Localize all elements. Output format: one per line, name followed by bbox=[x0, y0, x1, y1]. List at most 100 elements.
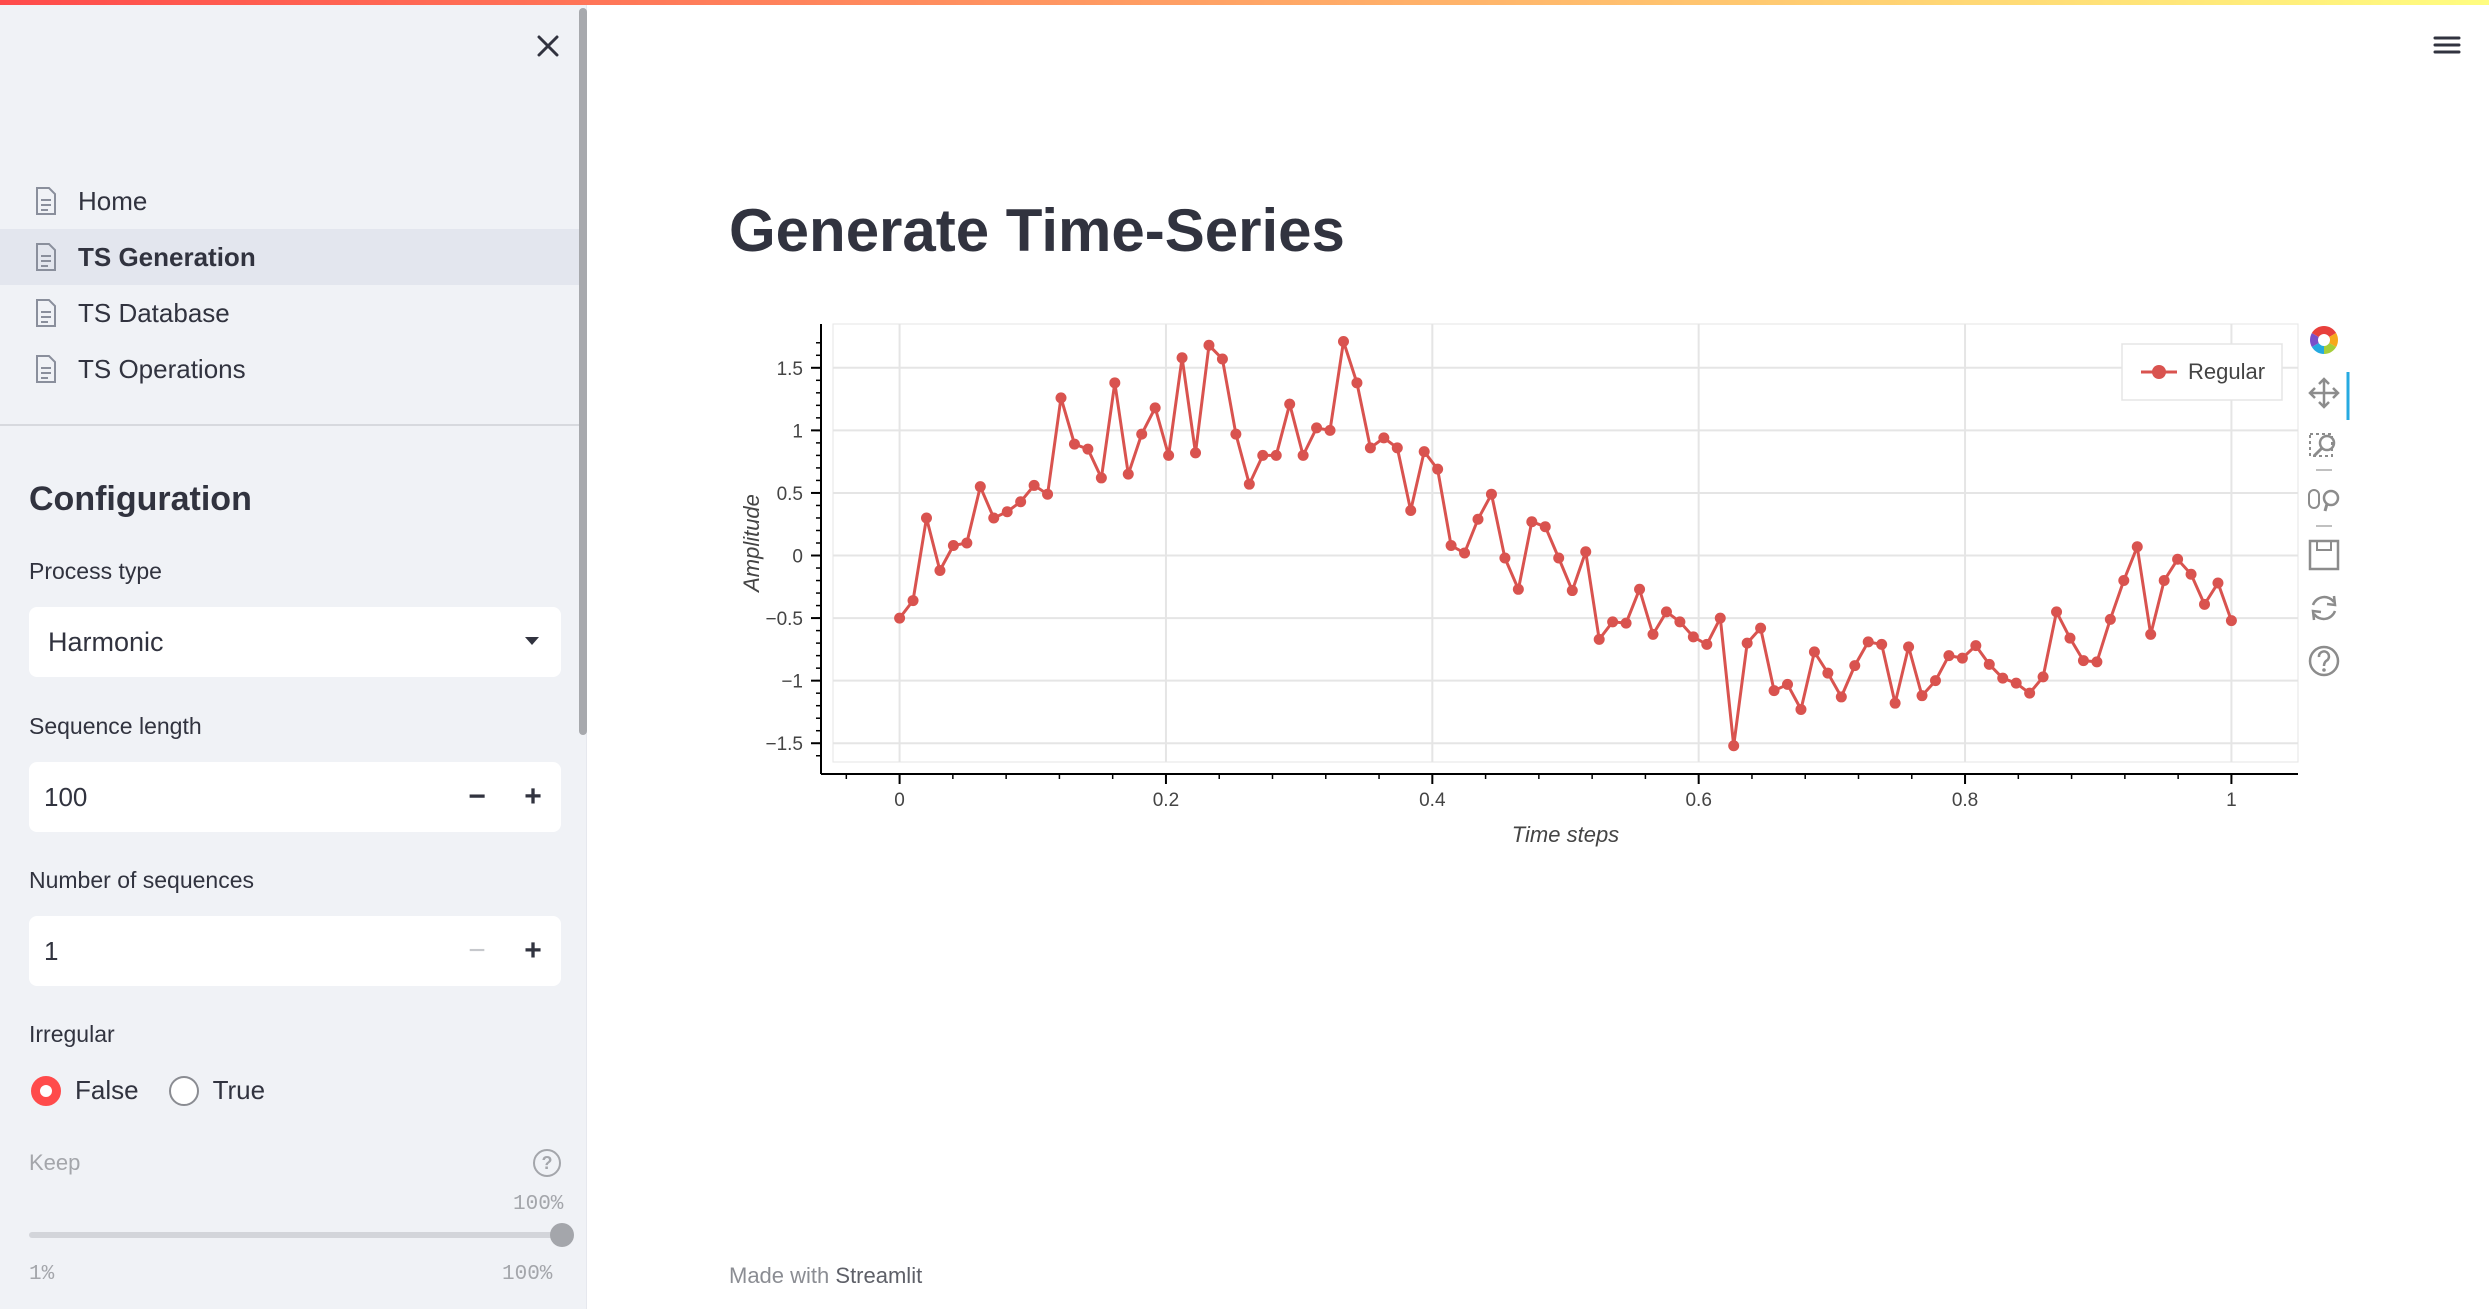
reset-arcs bbox=[2311, 595, 2337, 621]
keep-slider-track[interactable] bbox=[29, 1232, 561, 1238]
streamlit-link[interactable]: Streamlit bbox=[835, 1263, 923, 1288]
caret-down-icon bbox=[525, 637, 539, 645]
nav-label: Home bbox=[78, 185, 148, 216]
help-mark bbox=[2317, 650, 2331, 667]
help-circle bbox=[2308, 645, 2340, 677]
nav-item-ts-operations[interactable]: TS Operations bbox=[0, 341, 579, 397]
data-point bbox=[1889, 697, 1901, 709]
process-type-select[interactable]: Harmonic bbox=[29, 607, 561, 677]
bokeh-logo-icon[interactable] bbox=[2306, 323, 2342, 358]
data-point bbox=[2158, 575, 2170, 587]
data-point bbox=[920, 512, 932, 524]
document-icon bbox=[32, 241, 60, 273]
document-icon bbox=[32, 353, 60, 385]
reset-icon[interactable] bbox=[2311, 595, 2337, 621]
increment-button[interactable]: + bbox=[524, 780, 542, 813]
sidebar-scrollbar[interactable] bbox=[579, 8, 587, 735]
sequence-length-value[interactable]: 100 bbox=[44, 782, 88, 812]
num-sequences-value[interactable]: 1 bbox=[44, 936, 59, 966]
data-point bbox=[2077, 655, 2089, 667]
save-icon[interactable] bbox=[2308, 539, 2340, 571]
help-icon[interactable]: ? bbox=[533, 1149, 561, 1177]
data-point bbox=[1190, 447, 1202, 459]
sidebar: Home TS Generation TS Database TS Operat… bbox=[0, 0, 587, 1309]
data-point bbox=[1593, 633, 1605, 645]
chart-help-icon[interactable] bbox=[2308, 645, 2340, 677]
data-point bbox=[894, 612, 906, 624]
y-tick-label: 1 bbox=[792, 421, 803, 442]
data-point bbox=[2104, 613, 2116, 625]
decrement-button[interactable]: − bbox=[468, 934, 486, 967]
nav-label: TS Database bbox=[78, 297, 230, 328]
data-point bbox=[1580, 546, 1592, 558]
decrement-button[interactable]: − bbox=[468, 780, 486, 813]
box-zoom-lens bbox=[2318, 434, 2336, 452]
data-point bbox=[1378, 432, 1390, 444]
data-point bbox=[2212, 577, 2224, 589]
data-point bbox=[1109, 377, 1121, 389]
data-point bbox=[1459, 547, 1471, 559]
wheel-handle bbox=[2323, 503, 2329, 512]
keep-current-value: 100% bbox=[513, 1193, 564, 1216]
data-point bbox=[1714, 612, 1726, 624]
radio-label: False bbox=[75, 1075, 139, 1105]
data-point bbox=[974, 481, 986, 493]
data-point bbox=[1243, 478, 1255, 490]
radio-false[interactable]: False bbox=[31, 1075, 139, 1106]
data-point bbox=[1822, 667, 1834, 679]
increment-button[interactable]: + bbox=[524, 934, 542, 967]
time-series-chart[interactable]: 0 0.2 0.4 0.6 0.8 1 1.5 1 0.5 0 −0.5 −1 −1.5 Time ste… bbox=[720, 310, 2360, 870]
data-point bbox=[2145, 628, 2157, 640]
radio-true[interactable]: True bbox=[168, 1075, 265, 1106]
data-point bbox=[961, 537, 973, 549]
data-point bbox=[1553, 552, 1565, 564]
data-point bbox=[1970, 640, 1982, 652]
box-zoom-box bbox=[2309, 433, 2333, 457]
box-zoom-icon[interactable] bbox=[2309, 433, 2336, 471]
keep-slider-thumb[interactable] bbox=[550, 1223, 574, 1247]
nav-label: TS Operations bbox=[78, 353, 246, 384]
main-menu-button[interactable] bbox=[2432, 30, 2462, 60]
logo-segment bbox=[2324, 333, 2338, 347]
data-point bbox=[1741, 637, 1753, 649]
data-point bbox=[1808, 646, 1820, 658]
x-tick-label: 0.2 bbox=[1153, 790, 1179, 811]
y-axis-label: Amplitude bbox=[739, 494, 764, 594]
x-axis-label: Time steps bbox=[1512, 822, 1619, 847]
sequence-length-input[interactable]: 100 − + bbox=[29, 762, 561, 832]
nav-item-home[interactable]: Home bbox=[0, 173, 579, 229]
pan-icon[interactable] bbox=[2308, 377, 2340, 409]
save-label bbox=[2316, 540, 2332, 551]
data-point bbox=[1095, 472, 1107, 484]
data-point bbox=[1485, 488, 1497, 500]
data-point bbox=[1149, 402, 1161, 414]
wheel-zoom-icon[interactable] bbox=[2308, 489, 2340, 527]
y-tick-label: 0 bbox=[792, 547, 803, 568]
data-point bbox=[1176, 352, 1188, 364]
data-point bbox=[1055, 392, 1067, 404]
chart-toolbar[interactable] bbox=[2306, 323, 2350, 677]
help-dot bbox=[2322, 668, 2326, 672]
data-point bbox=[1324, 424, 1336, 436]
nav-item-ts-generation[interactable]: TS Generation bbox=[0, 229, 579, 285]
data-point bbox=[1311, 422, 1323, 434]
save-outline bbox=[2308, 539, 2340, 571]
page-title: Generate Time-Series bbox=[729, 197, 1345, 264]
legend: Regular bbox=[2121, 343, 2283, 401]
close-sidebar-button[interactable] bbox=[530, 28, 566, 64]
legend-label: Regular bbox=[2188, 359, 2265, 384]
num-sequences-input[interactable]: 1 − + bbox=[29, 916, 561, 986]
data-point bbox=[988, 512, 1000, 524]
legend-marker bbox=[2152, 365, 2166, 379]
data-point bbox=[1068, 438, 1080, 450]
data-point bbox=[2172, 553, 2184, 565]
page-nav: Home TS Generation TS Database TS Operat… bbox=[0, 173, 579, 397]
data-point bbox=[1849, 660, 1861, 672]
data-point bbox=[1122, 468, 1134, 480]
top-decoration-bar bbox=[0, 0, 2489, 5]
data-point bbox=[1903, 641, 1915, 653]
data-point bbox=[1660, 606, 1672, 618]
data-point bbox=[1701, 638, 1713, 650]
num-sequences-label: Number of sequences bbox=[29, 867, 255, 893]
nav-item-ts-database[interactable]: TS Database bbox=[0, 285, 579, 341]
